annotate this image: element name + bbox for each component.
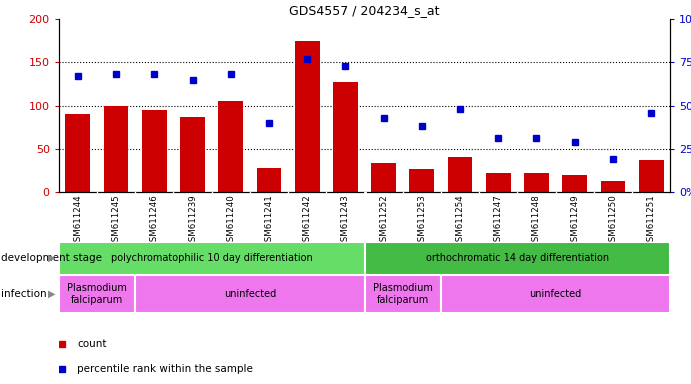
Bar	[448, 157, 473, 192]
Text: development stage: development stage	[1, 253, 102, 263]
Text: Plasmodium
falciparum: Plasmodium falciparum	[67, 283, 127, 305]
Text: polychromatophilic 10 day differentiation: polychromatophilic 10 day differentiatio…	[111, 253, 312, 263]
Text: GSM611248: GSM611248	[532, 194, 541, 247]
Text: ▶: ▶	[48, 289, 55, 299]
Text: count: count	[77, 339, 106, 349]
Bar	[365, 242, 670, 275]
Text: GSM611239: GSM611239	[188, 194, 197, 247]
Text: ▶: ▶	[48, 253, 55, 263]
Text: GSM611250: GSM611250	[609, 194, 618, 247]
Text: orthochromatic 14 day differentiation: orthochromatic 14 day differentiation	[426, 253, 609, 263]
Bar	[333, 82, 358, 192]
Bar	[135, 275, 365, 313]
Bar	[371, 164, 396, 192]
Bar	[524, 173, 549, 192]
Text: GSM611249: GSM611249	[570, 194, 579, 247]
Text: GSM611253: GSM611253	[417, 194, 426, 247]
Bar	[104, 106, 129, 192]
Text: GSM611246: GSM611246	[150, 194, 159, 247]
Text: infection: infection	[1, 289, 47, 299]
Bar	[142, 110, 167, 192]
Bar	[441, 275, 670, 313]
Bar	[59, 275, 135, 313]
Text: GSM611251: GSM611251	[647, 194, 656, 247]
Text: percentile rank within the sample: percentile rank within the sample	[77, 364, 253, 374]
Bar	[638, 160, 663, 192]
Text: GSM611247: GSM611247	[494, 194, 503, 247]
Bar	[295, 41, 320, 192]
Text: GSM611241: GSM611241	[265, 194, 274, 247]
Text: GSM611252: GSM611252	[379, 194, 388, 247]
Bar	[218, 101, 243, 192]
Text: uninfected: uninfected	[224, 289, 276, 299]
Bar	[409, 169, 434, 192]
Bar	[59, 242, 365, 275]
Text: GSM611240: GSM611240	[226, 194, 235, 247]
Bar	[365, 275, 441, 313]
Bar	[66, 114, 91, 192]
Text: GSM611243: GSM611243	[341, 194, 350, 247]
Bar	[180, 117, 205, 192]
Bar	[600, 181, 625, 192]
Text: GSM611242: GSM611242	[303, 194, 312, 247]
Bar	[562, 175, 587, 192]
Text: Plasmodium
falciparum: Plasmodium falciparum	[372, 283, 433, 305]
Text: GSM611245: GSM611245	[111, 194, 120, 247]
Text: GSM611244: GSM611244	[73, 194, 82, 247]
Bar	[256, 168, 281, 192]
Text: GSM611254: GSM611254	[455, 194, 464, 247]
Title: GDS4557 / 204234_s_at: GDS4557 / 204234_s_at	[290, 3, 439, 17]
Bar	[486, 173, 511, 192]
Text: uninfected: uninfected	[529, 289, 582, 299]
